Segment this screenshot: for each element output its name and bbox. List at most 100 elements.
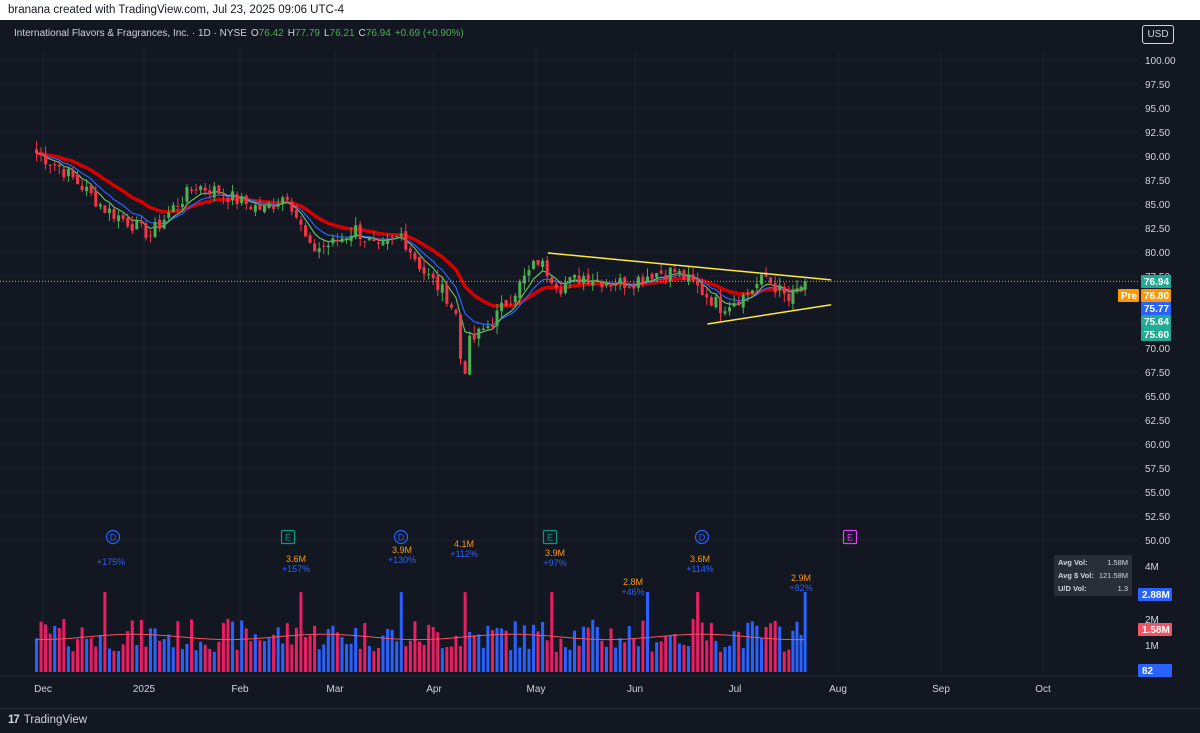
volume-bar	[687, 646, 691, 672]
volume-bar	[299, 592, 303, 672]
volume-spike-pct: +97%	[543, 558, 566, 568]
footer-bar: 17 TradingView	[0, 708, 1200, 733]
candle-body	[504, 299, 508, 307]
volume-bar	[563, 647, 567, 672]
trendline	[707, 304, 832, 325]
candle-body	[509, 303, 513, 305]
candle-body	[522, 275, 526, 284]
tradingview-logo[interactable]: 17 TradingView	[8, 714, 87, 726]
low-value: 76.21	[330, 28, 355, 39]
volume-bar	[427, 624, 431, 672]
volume-bar	[723, 647, 727, 672]
time-tick-label: Aug	[829, 684, 847, 695]
volume-bar	[632, 637, 636, 672]
volume-bar	[62, 619, 66, 672]
candle-body	[376, 242, 380, 244]
volume-bar	[500, 628, 504, 672]
volume-bar	[395, 641, 399, 672]
candle-body	[367, 238, 371, 241]
volume-bar	[135, 645, 139, 672]
candle-body	[687, 274, 691, 282]
legend-header: International Flavors & Fragrances, Inc.…	[14, 28, 464, 39]
volume-bar	[477, 634, 481, 672]
price-axis[interactable]: 100.00 97.50 95.00 92.50 90.00 87.50 85.00 82.5…	[1118, 20, 1200, 708]
time-axis[interactable]: Dec 2025 Feb Mar Apr May Jun Jul Aug Sep Oct	[0, 675, 1138, 695]
volume-bar	[650, 651, 654, 672]
currency-button[interactable]: USD	[1142, 25, 1174, 44]
volume-bar	[304, 637, 308, 672]
volume-bar	[212, 651, 216, 672]
candle-body	[276, 204, 280, 207]
close-value: 76.94	[366, 28, 391, 39]
candle-body	[39, 153, 43, 155]
volume-bar	[573, 630, 577, 672]
volume-bar	[636, 646, 640, 672]
candle-body	[577, 275, 581, 284]
volume-tick-label: 4M	[1145, 562, 1159, 573]
volume-bar	[532, 624, 536, 672]
candle-body	[390, 236, 394, 238]
volume-spike-value: 3.9M	[392, 545, 412, 555]
volume-bar	[167, 634, 171, 672]
volume-bar	[568, 649, 572, 672]
volume-bar	[194, 650, 198, 672]
volume-bar	[791, 630, 795, 672]
candle-body	[139, 222, 143, 224]
volume-bar	[294, 627, 298, 672]
candle-body	[454, 309, 458, 314]
volume-bar	[322, 644, 326, 672]
candle-body	[112, 209, 116, 220]
candle-body	[714, 297, 718, 308]
volume-spike-value: 3.6M	[690, 554, 710, 564]
candle-body	[728, 307, 732, 312]
candle-body	[349, 235, 353, 242]
candle-body	[418, 256, 422, 270]
price-label-text: 75.77	[1144, 304, 1169, 315]
candle-body	[431, 273, 435, 279]
candle-body	[212, 186, 216, 198]
volume-bar	[249, 641, 253, 672]
candle-body	[750, 290, 754, 294]
volume-bar	[231, 621, 235, 672]
volume-bar	[445, 647, 449, 672]
candle-body	[34, 149, 38, 154]
price-tick-label: 57.50	[1145, 464, 1170, 475]
volume-bar	[554, 651, 558, 672]
trendlines[interactable]	[0, 252, 1138, 325]
volume-spike-pct: +82%	[789, 583, 812, 593]
candle-body	[249, 206, 253, 210]
volume-bar	[281, 643, 285, 672]
event-marker-label: D	[699, 533, 706, 543]
volume-bar	[623, 642, 627, 672]
volume-spike-value: 3.6M	[286, 554, 306, 564]
price-tick-label: 52.50	[1145, 512, 1170, 523]
volume-bar	[130, 620, 134, 672]
volume-bar	[80, 627, 84, 672]
candle-body	[472, 333, 476, 340]
candle-body	[80, 185, 84, 191]
time-tick-label: Apr	[426, 684, 442, 695]
volume-bar	[490, 630, 494, 672]
volume-bar	[803, 592, 807, 672]
candle-body	[240, 196, 244, 204]
candle-body	[500, 302, 504, 312]
price-tick-label: 62.50	[1145, 416, 1170, 427]
volume-bar	[604, 646, 608, 672]
candle-body	[98, 204, 102, 207]
volume-bar	[773, 620, 777, 672]
volume-bar	[276, 627, 280, 672]
volume-bar	[180, 649, 184, 672]
volume-bar	[559, 638, 563, 672]
candle-body	[795, 288, 799, 292]
volume-bar	[217, 641, 221, 672]
open-value: 76.42	[259, 28, 284, 39]
chart-canvas[interactable]: +175% 3.6M+157%3.9M+130%4.1M+112% 3.9M+97%…	[0, 20, 1200, 708]
candle-body	[413, 253, 417, 260]
volume-bar	[504, 630, 508, 672]
candle-body	[231, 191, 235, 201]
candle-body	[267, 204, 271, 209]
candle-body	[381, 241, 385, 246]
volume-bar	[655, 642, 659, 672]
candle-body	[281, 197, 285, 205]
